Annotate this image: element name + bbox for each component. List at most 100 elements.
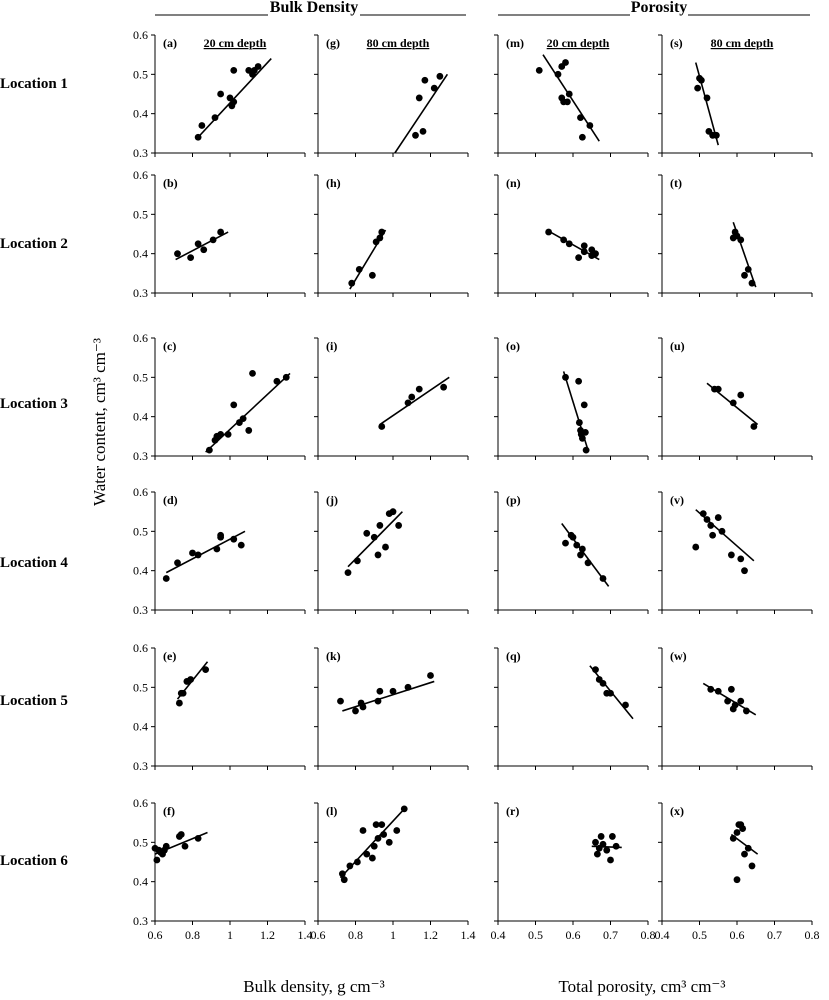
y-tick-label: 0.3 (133, 603, 148, 617)
data-point (337, 697, 344, 705)
data-point (714, 385, 722, 393)
data-point (741, 850, 748, 858)
depth-label: 20 cm depth (204, 36, 267, 50)
data-point (181, 842, 189, 850)
y-tick-label: 0.3 (133, 286, 148, 300)
data-point (389, 687, 397, 695)
data-point (586, 122, 594, 129)
data-point (194, 835, 202, 842)
y-tick-label: 0.4 (133, 107, 148, 121)
x-tick-label: 1 (390, 928, 396, 942)
panel-label: (w) (670, 649, 687, 663)
y-tick-label: 0.6 (133, 28, 148, 42)
row-label-location-6: Location 6 (0, 853, 68, 869)
data-point (404, 683, 412, 691)
data-point (404, 399, 412, 407)
data-point (376, 234, 384, 242)
data-point (412, 131, 419, 139)
data-point (363, 529, 371, 537)
data-point (569, 533, 577, 541)
x-tick-label: 1.4 (461, 928, 476, 942)
data-point (372, 821, 380, 829)
data-point (162, 842, 170, 850)
data-point (400, 805, 408, 813)
panel-label: (e) (163, 649, 176, 663)
y-tick-label: 0.6 (133, 641, 148, 655)
data-point (421, 76, 429, 84)
y-tick-label: 0.4 (133, 564, 148, 578)
data-point (535, 67, 543, 74)
panel-q: (q) (494, 647, 649, 770)
data-point (382, 543, 389, 551)
y-tick-label: 0.4 (133, 875, 148, 889)
panel-s: (s) 80 cm depth (658, 34, 813, 157)
data-point (237, 541, 245, 549)
data-point (153, 856, 161, 864)
data-point (174, 250, 181, 258)
panel-label: (g) (326, 36, 340, 50)
data-point (348, 279, 356, 287)
data-point (697, 76, 705, 84)
row-label-location-5: Location 5 (0, 693, 68, 709)
x-tick-label: 0.6 (311, 928, 326, 942)
data-point (217, 90, 225, 98)
y-tick-label: 0.5 (133, 835, 148, 849)
data-point (712, 131, 720, 139)
data-point (612, 842, 620, 850)
panel-d: 0.3 0.4 0.5 0.6 (d) (133, 485, 306, 617)
panel-label: (t) (670, 176, 682, 190)
data-point (209, 236, 217, 244)
panel-n: (n) (494, 174, 649, 297)
data-point (389, 508, 397, 516)
data-point (239, 415, 247, 423)
data-point (565, 90, 573, 98)
data-point (378, 821, 386, 829)
panel-u: (u) (658, 337, 813, 460)
data-point (739, 825, 747, 832)
group-title-bulk: Bulk Density (270, 0, 358, 16)
data-point (592, 250, 599, 258)
data-point (340, 876, 348, 884)
panel-f: 0.3 0.4 0.5 0.6 0.6 0.8 1 1.2 1.4 (f) (133, 796, 313, 942)
panel-v: (v) (658, 491, 813, 614)
x-tick-label: 0.8 (348, 928, 363, 942)
data-point (273, 377, 281, 385)
data-point (565, 240, 573, 248)
y-tick-label: 0.4 (133, 410, 148, 424)
data-point (563, 98, 571, 106)
data-point (378, 228, 386, 236)
data-point (607, 689, 614, 697)
panel-label: (c) (163, 339, 176, 353)
data-point (562, 373, 569, 381)
x-tick-label: 0.5 (528, 928, 543, 942)
data-point (205, 446, 213, 454)
panel-b: 0.3 0.4 0.5 0.6 (b) (133, 168, 306, 300)
data-point (395, 522, 403, 529)
depth-label: 20 cm depth (547, 36, 610, 50)
data-point (368, 271, 376, 279)
data-point (254, 63, 262, 70)
data-point (709, 531, 717, 539)
data-point (593, 850, 601, 858)
data-point (737, 236, 745, 244)
data-point (338, 870, 346, 878)
data-point (580, 248, 588, 256)
data-point (597, 833, 605, 840)
data-point (378, 423, 386, 430)
data-point (573, 541, 581, 549)
panel-o: (o) (494, 337, 649, 460)
data-point (415, 385, 423, 393)
data-point (733, 829, 741, 836)
data-point (562, 539, 569, 547)
panel-grid: 0.3 0.4 0.5 0.6 (a) 20 cm depth 0.3 0.4 0.5 0.6 (b… (133, 28, 820, 942)
y-tick-label: 0.4 (133, 247, 148, 261)
x-tick-label: 1.4 (298, 928, 313, 942)
data-point (737, 555, 745, 563)
data-point (359, 827, 367, 834)
data-point (376, 522, 384, 529)
data-point (368, 854, 376, 862)
data-point (198, 122, 206, 129)
data-point (213, 545, 221, 553)
panel-label: (i) (326, 339, 337, 353)
data-point (202, 666, 210, 674)
